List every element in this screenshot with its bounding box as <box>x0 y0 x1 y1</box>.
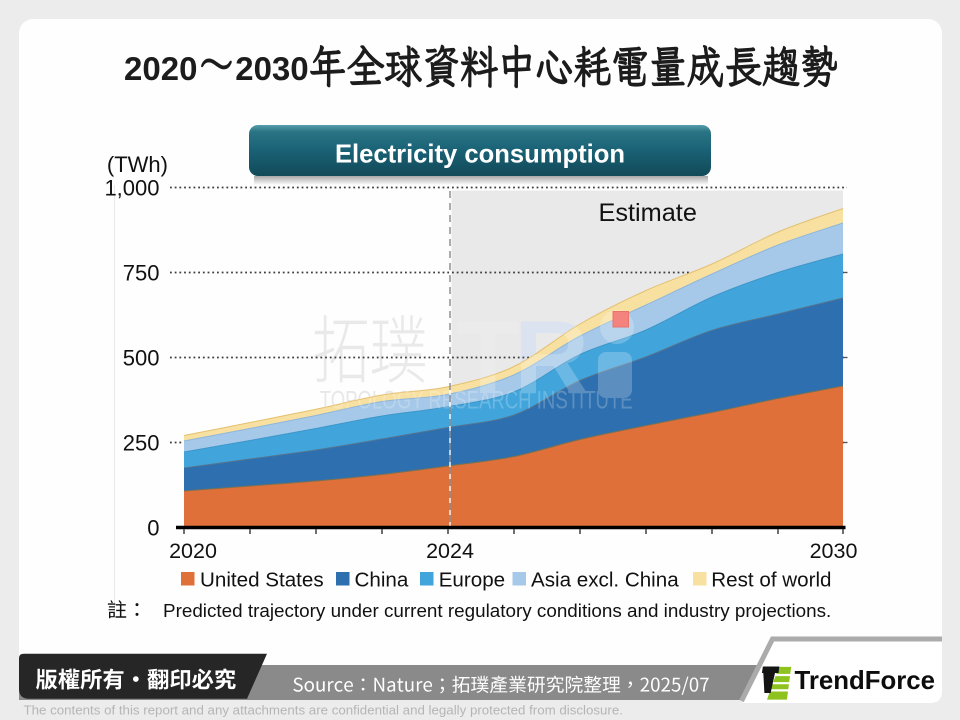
svg-text:China: China <box>355 568 409 591</box>
svg-text:Estimate: Estimate <box>599 199 697 227</box>
svg-text:TrendForce: TrendForce <box>795 667 936 695</box>
svg-text:250: 250 <box>123 430 160 455</box>
svg-text:United States: United States <box>200 568 324 591</box>
svg-text:1,000: 1,000 <box>104 175 159 200</box>
svg-text:Electricity consumption: Electricity consumption <box>335 141 625 169</box>
svg-text:500: 500 <box>123 345 160 370</box>
svg-text:Asia excl. China: Asia excl. China <box>531 568 679 591</box>
svg-text:Predicted trajectory under cur: Predicted trajectory under current regul… <box>163 600 831 621</box>
svg-text:750: 750 <box>123 260 160 285</box>
svg-text:Rest of world: Rest of world <box>711 568 831 591</box>
svg-text:2024: 2024 <box>426 539 474 563</box>
svg-text:Europe: Europe <box>439 568 505 591</box>
svg-text:0: 0 <box>147 515 159 540</box>
svg-text:The contents of this report an: The contents of this report and any atta… <box>24 703 623 718</box>
svg-text:(TWh): (TWh) <box>107 152 168 177</box>
svg-text:2030: 2030 <box>810 539 858 563</box>
svg-text:2020: 2020 <box>169 539 217 563</box>
